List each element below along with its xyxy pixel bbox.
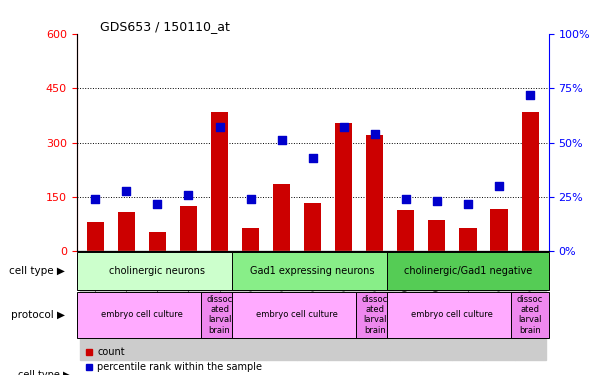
Bar [232, 252, 394, 290]
Text: GSM16956: GSM16956 [371, 283, 379, 328]
Point [246, 196, 255, 202]
Bar [142, 252, 173, 360]
Text: embryo cell culture: embryo cell culture [411, 310, 493, 319]
Point [153, 201, 162, 207]
Text: embryo cell culture: embryo cell culture [101, 310, 183, 319]
Bar [149, 231, 166, 252]
Point [277, 138, 286, 144]
Text: cholinergic/Gad1 negative: cholinergic/Gad1 negative [404, 266, 532, 276]
Text: GSM16944: GSM16944 [91, 283, 100, 328]
Bar [391, 252, 421, 360]
Bar [204, 252, 235, 360]
Bar [483, 252, 514, 360]
Text: GSM16952: GSM16952 [277, 283, 286, 328]
Bar [356, 292, 394, 338]
Text: GSM16953: GSM16953 [308, 283, 317, 328]
Bar [87, 222, 104, 252]
Text: GSM16894: GSM16894 [432, 283, 441, 328]
Bar [460, 228, 477, 252]
Point [494, 183, 504, 189]
Bar [235, 252, 266, 360]
Text: GSM16947: GSM16947 [184, 283, 193, 328]
Text: GSM16945: GSM16945 [122, 283, 131, 328]
Bar [111, 252, 142, 360]
Bar [77, 292, 207, 338]
Text: GDS653 / 150110_at: GDS653 / 150110_at [100, 20, 230, 33]
Point [215, 124, 224, 130]
Bar [428, 219, 445, 252]
Text: GSM16950: GSM16950 [494, 283, 503, 328]
Bar [490, 209, 507, 252]
Bar [297, 252, 328, 360]
Point [91, 196, 100, 202]
Bar [522, 112, 539, 252]
Text: protocol ▶: protocol ▶ [11, 310, 65, 320]
Point [339, 124, 349, 130]
Bar [211, 112, 228, 252]
Bar [242, 228, 259, 252]
Bar [180, 206, 197, 252]
Bar [77, 252, 238, 290]
Bar [266, 252, 297, 360]
Text: cell type ▶: cell type ▶ [9, 266, 65, 276]
Legend: count, percentile rank within the sample: count, percentile rank within the sample [81, 344, 266, 375]
Bar [387, 292, 517, 338]
Text: cell type ▶: cell type ▶ [18, 370, 71, 375]
Text: GSM16949: GSM16949 [464, 283, 473, 328]
Bar [453, 252, 483, 360]
Text: GSM16948: GSM16948 [215, 283, 224, 328]
Text: dissoc
ated
larval
brain: dissoc ated larval brain [517, 294, 543, 335]
Bar [273, 184, 290, 252]
Bar [304, 202, 321, 252]
Point [308, 155, 317, 161]
Point [463, 201, 473, 207]
Point [432, 198, 442, 204]
Point [183, 192, 193, 198]
Bar [366, 135, 384, 252]
Bar [328, 252, 359, 360]
Bar [359, 252, 391, 360]
Text: embryo cell culture: embryo cell culture [256, 310, 338, 319]
Bar [201, 292, 238, 338]
Bar [80, 252, 111, 360]
Bar [387, 252, 549, 290]
Text: GSM16954: GSM16954 [339, 283, 348, 328]
Bar [512, 292, 549, 338]
Bar [514, 252, 546, 360]
Point [401, 196, 411, 202]
Text: Gad1 expressing neurons: Gad1 expressing neurons [250, 266, 375, 276]
Point [370, 131, 379, 137]
Point [122, 188, 131, 194]
Bar [118, 212, 135, 252]
Text: dissoc
ated
larval
brain: dissoc ated larval brain [206, 294, 232, 335]
Text: dissoc
ated
larval
brain: dissoc ated larval brain [362, 294, 388, 335]
Text: GSM16955: GSM16955 [526, 283, 535, 328]
Bar [335, 123, 352, 252]
Bar [397, 210, 414, 252]
Point [525, 92, 535, 98]
Text: GSM16946: GSM16946 [153, 283, 162, 328]
Text: cholinergic neurons: cholinergic neurons [109, 266, 205, 276]
Text: GSM16893: GSM16893 [401, 283, 411, 329]
Text: GSM16951: GSM16951 [246, 283, 255, 328]
Bar [173, 252, 204, 360]
Bar [421, 252, 453, 360]
Bar [232, 292, 362, 338]
